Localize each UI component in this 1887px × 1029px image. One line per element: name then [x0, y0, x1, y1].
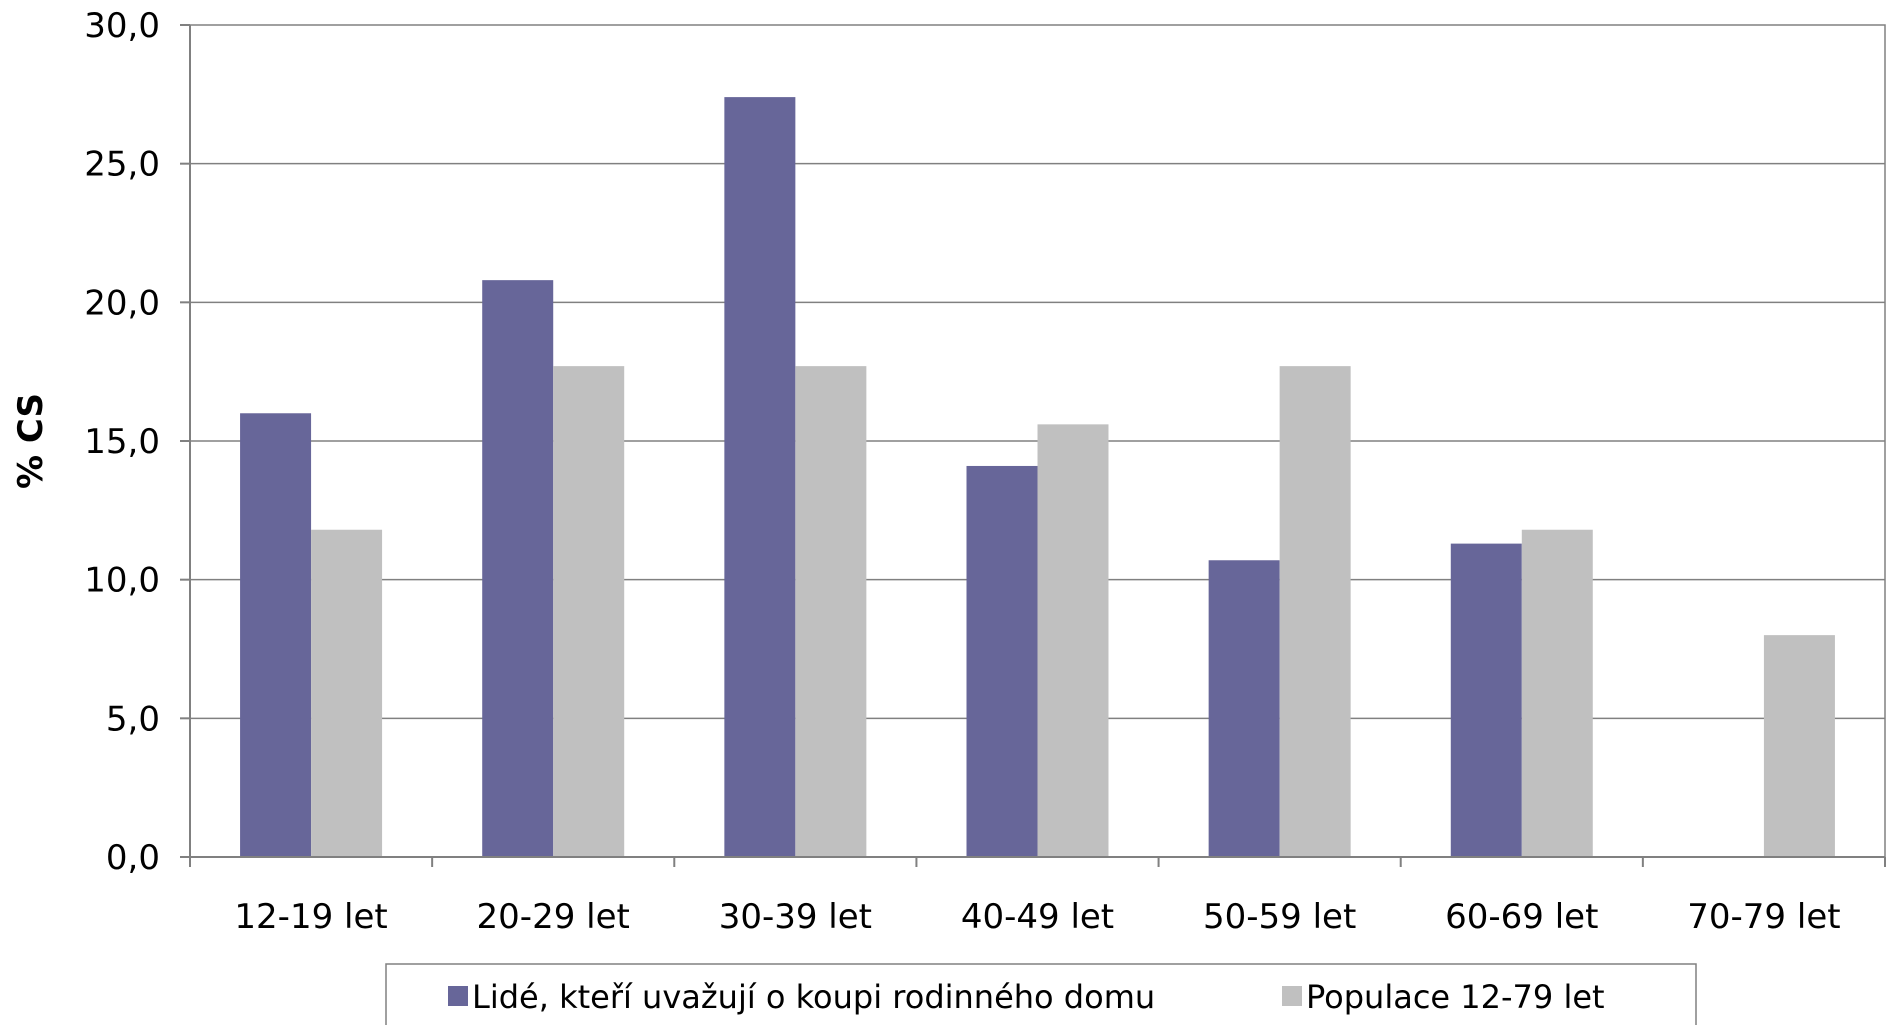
bar-series2 [553, 366, 625, 857]
x-tick-label: 20-29 let [477, 897, 630, 937]
x-tick-label: 12-19 let [234, 897, 387, 937]
x-tick-label: 50-59 let [1203, 897, 1356, 937]
bar-series1 [966, 465, 1038, 857]
axes [180, 24, 1886, 867]
y-tick-label: 0,0 [106, 838, 160, 878]
x-tick-label: 30-39 let [719, 897, 872, 937]
bar-series1 [1450, 543, 1522, 857]
y-tick-label: 10,0 [84, 561, 160, 601]
legend-label: Populace 12-79 let [1306, 978, 1605, 1016]
legend: Lidé, kteří uvažují o koupi rodinného do… [385, 963, 1697, 1027]
bar-series2 [1279, 366, 1351, 857]
y-tick-label: 30,0 [84, 6, 160, 46]
y-tick-label: 25,0 [84, 145, 160, 185]
bar-series2 [1037, 424, 1109, 857]
bar-series1 [240, 413, 312, 857]
legend-swatch [1282, 986, 1302, 1006]
legend-box [385, 963, 1697, 1027]
x-category-labels: 12-19 let 20-29 let 30-39 let 40-49 let 50-5… [234, 897, 1840, 937]
y-tick-label: 15,0 [84, 422, 160, 462]
bars [240, 97, 1835, 857]
bar-series2 [795, 366, 867, 857]
y-tick-label: 5,0 [106, 699, 160, 739]
legend-label: Lidé, kteří uvažují o koupi rodinného do… [472, 978, 1155, 1016]
y-axis-label: % CS [11, 393, 51, 489]
x-tick-label: 70-79 let [1687, 897, 1840, 937]
x-tick-label: 40-49 let [961, 897, 1114, 937]
bar-series1 [1208, 560, 1280, 857]
legend-swatch [448, 986, 468, 1006]
bar-series2 [311, 529, 383, 857]
y-tick-labels: 0,0 5,0 10,0 15,0 20,0 25,0 30,0 [84, 6, 160, 878]
bar-series2 [1521, 529, 1593, 857]
bar-series2 [1763, 635, 1835, 857]
y-tick-label: 20,0 [84, 283, 160, 323]
bar-series1 [482, 280, 554, 857]
x-tick-label: 60-69 let [1445, 897, 1598, 937]
bar-series1 [724, 97, 796, 857]
